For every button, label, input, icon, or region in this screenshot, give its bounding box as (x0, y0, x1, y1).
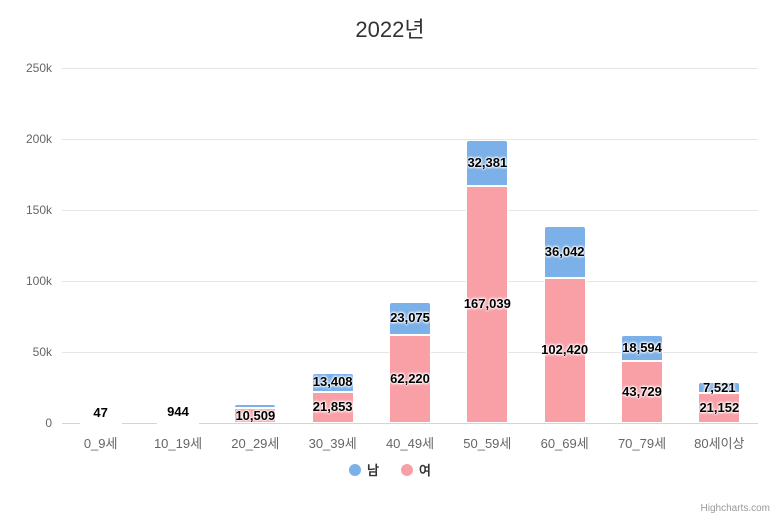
bar-segment-남[interactable] (621, 334, 663, 361)
x-axis-category-label: 80세이상 (694, 436, 745, 451)
data-label: 23,075 (390, 310, 430, 326)
x-axis-category-label: 30_39세 (308, 436, 357, 451)
data-label: 43,729 (622, 383, 662, 399)
data-label: 167,039 (463, 296, 511, 312)
data-label: 32,381 (467, 154, 508, 170)
data-label: 36,042 (544, 243, 585, 259)
x-axis-category-label: 0_9세 (83, 436, 118, 451)
bar-segment-남[interactable] (466, 139, 509, 186)
bar-segment-남[interactable] (234, 404, 277, 409)
bar-segment-여[interactable] (698, 392, 741, 423)
bar-segment-남[interactable] (311, 372, 354, 392)
bar-segment-여[interactable] (543, 277, 586, 423)
data-label: 102,420 (541, 342, 589, 358)
bar-segment-남[interactable] (389, 301, 431, 335)
bar-segment-여[interactable] (157, 421, 199, 424)
y-axis-label: 100k (25, 274, 52, 288)
highcharts-credit[interactable]: Highcharts.com (700, 503, 770, 514)
x-axis-category-label: 50_59세 (463, 436, 512, 451)
legend-item-남[interactable]: 남 (349, 460, 379, 479)
data-label: 13,408 (312, 374, 353, 390)
legend-label: 남 (367, 463, 379, 478)
bar-segment-여[interactable] (234, 408, 277, 423)
x-axis-category-label: 20_29세 (231, 436, 280, 451)
x-axis-line (62, 423, 758, 424)
y-axis-label: 0 (45, 416, 52, 430)
x-axis-category-label: 40_49세 (385, 436, 435, 451)
y-gridline (62, 68, 758, 69)
data-label: 47 (93, 404, 108, 420)
bar-segment-여[interactable] (466, 185, 509, 423)
data-label: 62,220 (390, 370, 430, 386)
legend-label: 여 (419, 463, 431, 478)
bar-segment-여[interactable] (311, 391, 354, 423)
y-axis-label: 150k (25, 203, 52, 217)
y-gridline (62, 139, 758, 140)
y-axis-label: 50k (32, 345, 52, 359)
bar-segment-남[interactable] (698, 382, 741, 393)
data-label: 21,152 (699, 399, 740, 415)
x-axis-category-label: 10_19세 (153, 436, 203, 451)
y-axis-label: 200k (25, 132, 52, 146)
legend-marker-icon (349, 463, 362, 476)
bar-segment-여[interactable] (621, 360, 663, 423)
chart-title: 2022년 (355, 17, 425, 42)
bar-segment-여[interactable] (389, 334, 431, 423)
data-label: 21,853 (312, 399, 353, 415)
legend-item-여[interactable]: 여 (401, 460, 431, 479)
data-label: 18,594 (622, 339, 662, 355)
bar-segment-남[interactable] (543, 226, 586, 278)
x-axis-category-label: 60_69세 (540, 436, 589, 451)
data-label: 7,521 (703, 379, 736, 395)
y-gridline (62, 281, 758, 282)
y-axis-label: 250k (25, 61, 52, 75)
y-gridline (62, 210, 758, 211)
x-axis-category-label: 70_79세 (617, 436, 667, 451)
bar-segment-여[interactable] (79, 422, 122, 425)
data-label: 10,509 (235, 407, 276, 423)
data-label: 944 (167, 403, 189, 419)
legend-marker-icon (401, 463, 413, 476)
